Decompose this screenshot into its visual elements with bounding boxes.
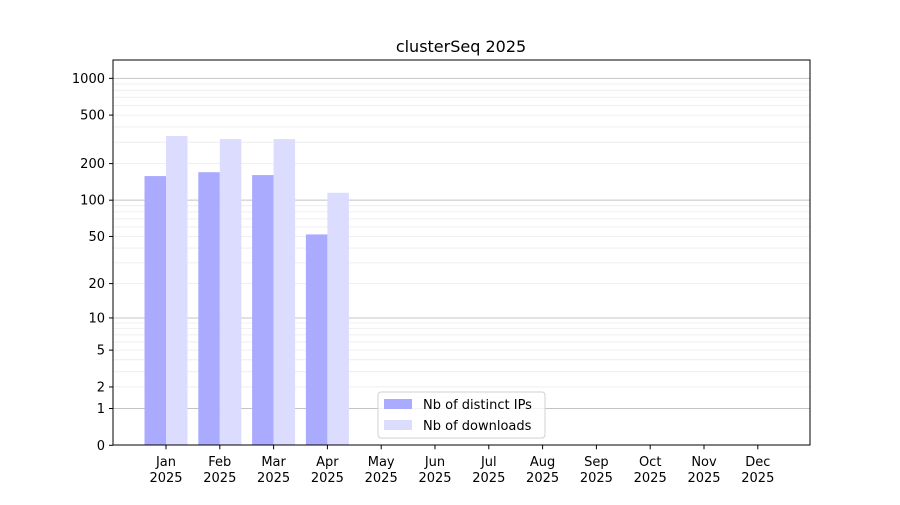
x-tick-label: 2025: [311, 471, 344, 486]
y-tick-label: 20: [88, 277, 105, 292]
x-tick-label: 2025: [580, 471, 613, 486]
legend-label: Nb of downloads: [423, 419, 532, 434]
chart-title: clusterSeq 2025: [396, 37, 526, 56]
x-tick-label: Oct: [639, 455, 661, 470]
bar-downloads: [219, 139, 242, 446]
x-tick-label: 2025: [634, 471, 667, 486]
x-tick-label: Nov: [691, 455, 717, 470]
bar-distinct-ips: [144, 176, 166, 446]
bar-distinct-ips: [305, 234, 328, 446]
x-tick-label: 2025: [526, 471, 559, 486]
x-tick-label: 2025: [149, 471, 182, 486]
plot-frame: [112, 59, 811, 446]
x-tick-label: 2025: [418, 471, 451, 486]
legend: Nb of distinct IPs Nb of downloads: [377, 391, 546, 439]
legend-box: [377, 391, 546, 439]
y-tick-label: 0: [97, 439, 105, 454]
y-tick-label: 1: [97, 402, 105, 417]
bar-downloads: [273, 139, 296, 446]
x-tick-label: Mar: [261, 455, 286, 470]
y-tick-label: 500: [80, 109, 105, 124]
x-tick-label: 2025: [257, 471, 290, 486]
x-tick-label: 2025: [687, 471, 720, 486]
bar-distinct-ips: [252, 175, 274, 446]
legend-swatch: [384, 399, 412, 409]
legend-label: Nb of distinct IPs: [423, 398, 532, 413]
x-tick-label: 2025: [365, 471, 398, 486]
y-tick-label: 200: [80, 157, 105, 172]
y-tick-label: 10: [88, 311, 105, 326]
x-tick-label: Dec: [745, 455, 770, 470]
legend-swatch: [384, 420, 412, 430]
bar-distinct-ips: [198, 172, 220, 446]
x-tick-label: Jan: [155, 455, 176, 470]
y-tick-label: 1000: [72, 72, 105, 87]
y-tick-label: 5: [97, 344, 105, 359]
x-tick-label: May: [368, 455, 395, 470]
y-tick-label: 50: [88, 230, 105, 245]
bar-downloads: [327, 192, 349, 446]
bar-downloads: [166, 136, 188, 446]
y-tick-label: 2: [97, 380, 105, 395]
x-tick-label: 2025: [203, 471, 236, 486]
x-tick-label: Sep: [584, 455, 609, 470]
x-tick-label: Aug: [530, 455, 555, 470]
y-tick-label: 100: [80, 194, 105, 209]
x-tick-label: Apr: [316, 455, 339, 470]
x-tick-label: Feb: [208, 455, 231, 470]
x-tick-label: Jul: [480, 455, 497, 470]
x-tick-label: Jun: [424, 455, 445, 470]
x-tick-label: 2025: [472, 471, 505, 486]
x-tick-label: 2025: [741, 471, 774, 486]
